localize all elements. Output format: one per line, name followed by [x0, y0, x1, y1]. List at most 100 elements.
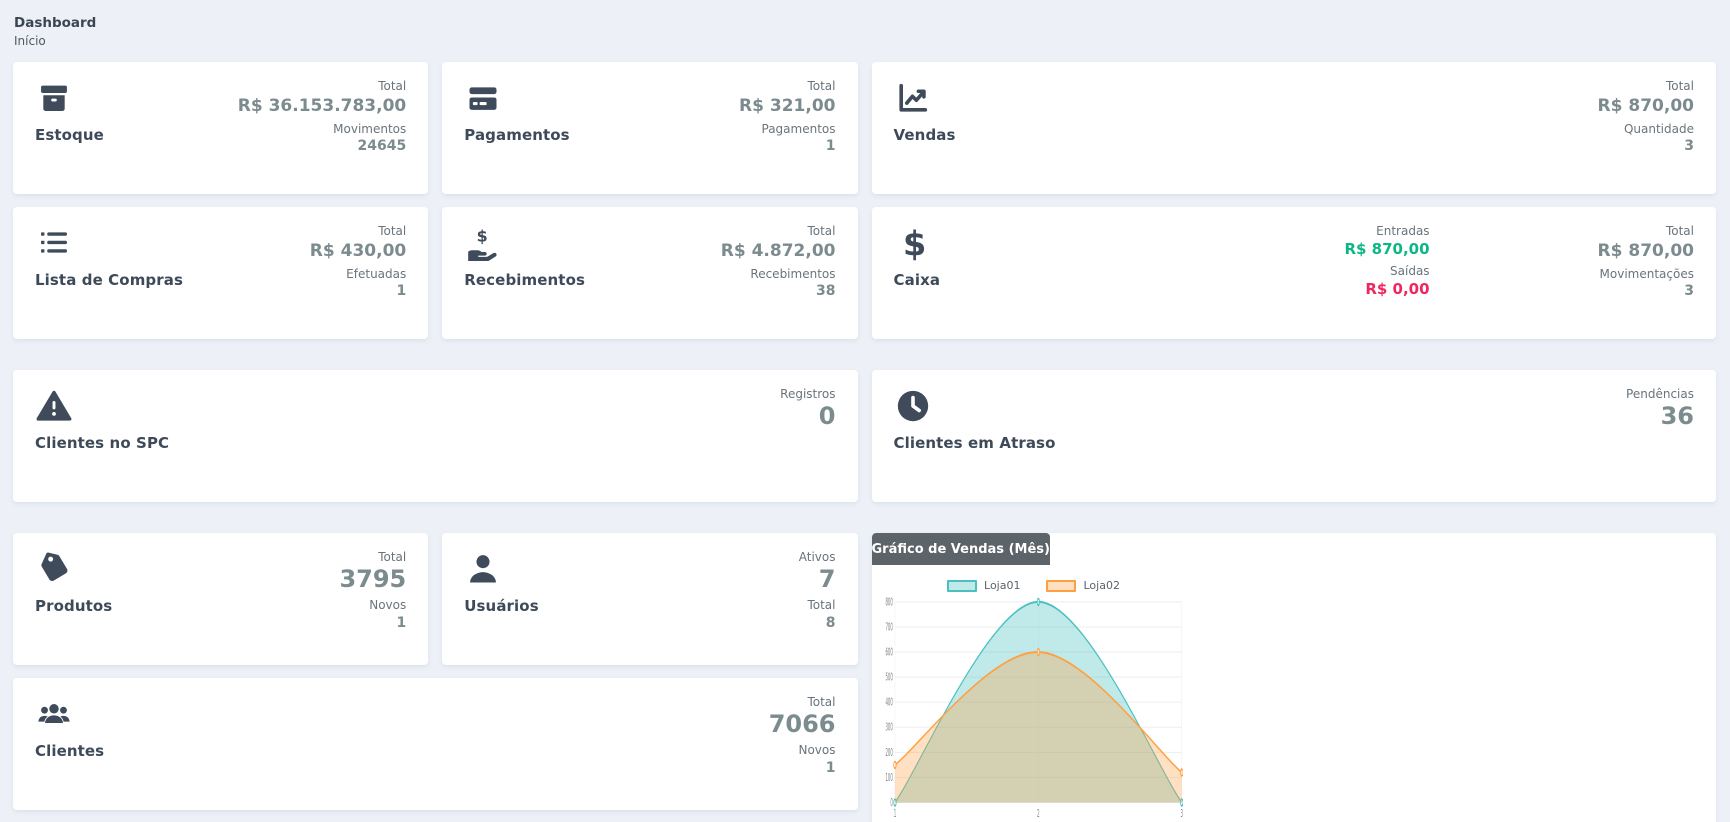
metric-label: Movimentos: [333, 121, 407, 136]
metric-label: Ativos: [798, 550, 836, 564]
svg-text:2: 2: [1037, 808, 1039, 820]
card-title: Clientes: [35, 742, 105, 760]
alerts-section: Clientes no SPC Registros 0 Clientes em A…: [13, 370, 1716, 502]
metric-value: 24645: [357, 138, 407, 155]
card-metrics: Total R$ 321,00 Pagamentos 1: [739, 79, 835, 160]
list-icon: [35, 224, 73, 262]
clock-icon: [894, 387, 932, 425]
metric-value: R$ 4.872,00: [720, 240, 836, 261]
legend-item-loja02[interactable]: Loja02: [1046, 579, 1120, 592]
metric-label: Movimentações: [1599, 266, 1694, 281]
sales-chart-panel: Gráfico de Vendas (Mês) Loja01 Loja02 0 10…: [871, 533, 1716, 822]
metric-label: Total: [807, 79, 836, 93]
card-pagamentos: Pagamentos Total R$ 321,00 Pagamentos 1: [442, 62, 858, 194]
svg-text:100: 100: [885, 772, 892, 784]
bottom-section: Produtos Total 3795 Novos 1 Usuários Ativo…: [13, 533, 1716, 822]
metric-label: Recebimentos: [750, 266, 836, 281]
metric-value: R$ 36.153.783,00: [237, 95, 407, 116]
card-produtos: Produtos Total 3795 Novos 1: [13, 533, 429, 665]
metric-value: 0: [818, 401, 836, 430]
legend-label: Loja02: [1083, 579, 1120, 592]
metric-value: R$ 430,00: [309, 240, 407, 261]
svg-text:$: $: [902, 225, 925, 261]
card-metrics: Total 7066 Novos 1: [769, 695, 836, 782]
metric-value: R$ 321,00: [739, 95, 836, 116]
card-title: Recebimentos: [464, 271, 586, 289]
metric-label: Total: [378, 224, 407, 238]
warning-triangle-icon: [35, 387, 73, 425]
metric-label: Quantidade: [1623, 121, 1694, 136]
metric-value: 3: [1684, 283, 1694, 300]
metric-label: Pagamentos: [761, 121, 836, 136]
svg-text:700: 700: [885, 621, 892, 633]
card-title: Lista de Compras: [35, 271, 184, 289]
metric-label: Efetuadas: [346, 266, 407, 281]
card-title: Clientes em Atraso: [893, 434, 1056, 452]
card-metrics: Pendências 36: [1626, 387, 1694, 435]
metric-label: Total: [378, 79, 407, 93]
legend-swatch: [947, 579, 978, 592]
card-lista-de-compras: Lista de Compras Total R$ 430,00 Efetuada…: [13, 207, 429, 339]
metric-label: Saídas: [1390, 264, 1430, 279]
users-icon: [35, 695, 73, 733]
legend-label: Loja01: [984, 579, 1021, 592]
legend-swatch: [1046, 579, 1077, 592]
user-icon: [464, 550, 502, 588]
card-metrics: Total 3795 Novos 1: [339, 550, 406, 637]
metric-value: 1: [825, 138, 836, 155]
metric-label: Novos: [798, 743, 836, 758]
card-metrics: Registros 0: [780, 387, 835, 435]
metric-label: Total: [378, 550, 407, 564]
metric-label: Total: [1665, 79, 1694, 93]
svg-text:800: 800: [885, 596, 892, 608]
card-caixa: $ Caixa Entradas R$ 870,00 Saídas R$ 0,00 …: [871, 207, 1716, 339]
card-clientes: Clientes Total 7066 Novos 1: [13, 678, 858, 810]
card-title: Pagamentos: [464, 126, 570, 144]
metric-value: 1: [396, 283, 407, 300]
chart-title: Gráfico de Vendas (Mês): [871, 533, 1050, 565]
sales-line-chart: 0 100 200 300 400 500 600 700 800 1 2 3: [885, 596, 1183, 820]
chart-line-icon: [894, 79, 932, 117]
svg-text:1: 1: [893, 808, 895, 820]
card-metrics: Total R$ 4.872,00 Recebimentos 38: [721, 224, 836, 305]
card-title: Clientes no SPC: [35, 434, 170, 452]
svg-text:600: 600: [885, 646, 892, 658]
card-title: Vendas: [893, 126, 956, 144]
metric-label: Novos: [369, 598, 407, 613]
dollar-sign-icon: $: [894, 224, 932, 262]
metric-value-entradas: R$ 870,00: [1344, 239, 1430, 258]
card-title: Usuários: [464, 597, 539, 615]
metric-value: 3795: [339, 564, 407, 593]
metric-label: Total: [1665, 224, 1694, 238]
metric-label: Total: [807, 598, 836, 613]
legend-item-loja01[interactable]: Loja01: [947, 579, 1020, 592]
svg-text:0: 0: [890, 797, 892, 809]
metric-value: 8: [825, 614, 836, 631]
svg-text:300: 300: [885, 721, 892, 733]
svg-text:200: 200: [885, 747, 892, 759]
card-vendas: Vendas Total R$ 870,00 Quantidade 3: [871, 62, 1716, 194]
card-metrics: Total R$ 870,00 Quantidade 3: [1598, 79, 1694, 160]
box-icon: [35, 79, 73, 117]
metric-label: Registros: [780, 387, 836, 401]
svg-text:3: 3: [1180, 808, 1182, 820]
metric-value: 36: [1660, 401, 1694, 430]
card-title: Caixa: [893, 271, 941, 289]
card-clientes-em-atraso: Clientes em Atraso Pendências 36: [871, 370, 1716, 502]
card-estoque: Estoque Total R$ 36.153.783,00 Movimentos…: [13, 62, 429, 194]
tag-icon: [35, 550, 73, 588]
svg-text:$: $: [477, 226, 488, 245]
metric-value: 7066: [768, 709, 836, 738]
metric-value: 1: [825, 759, 836, 776]
card-metrics: Ativos 7 Total 8: [799, 550, 836, 637]
card-metrics: Entradas R$ 870,00 Saídas R$ 0,00 Total R$ …: [1344, 224, 1694, 305]
svg-text:500: 500: [885, 671, 892, 683]
credit-card-icon: [464, 79, 502, 117]
metric-label: Entradas: [1376, 224, 1430, 238]
metric-value: R$ 870,00: [1597, 240, 1694, 261]
metric-value: 38: [816, 283, 836, 300]
card-title: Produtos: [35, 597, 113, 615]
card-metrics: Total R$ 36.153.783,00 Movimentos 24645: [238, 79, 407, 160]
card-metrics: Total R$ 430,00 Efetuadas 1: [310, 224, 406, 305]
breadcrumb[interactable]: Início: [14, 34, 46, 48]
